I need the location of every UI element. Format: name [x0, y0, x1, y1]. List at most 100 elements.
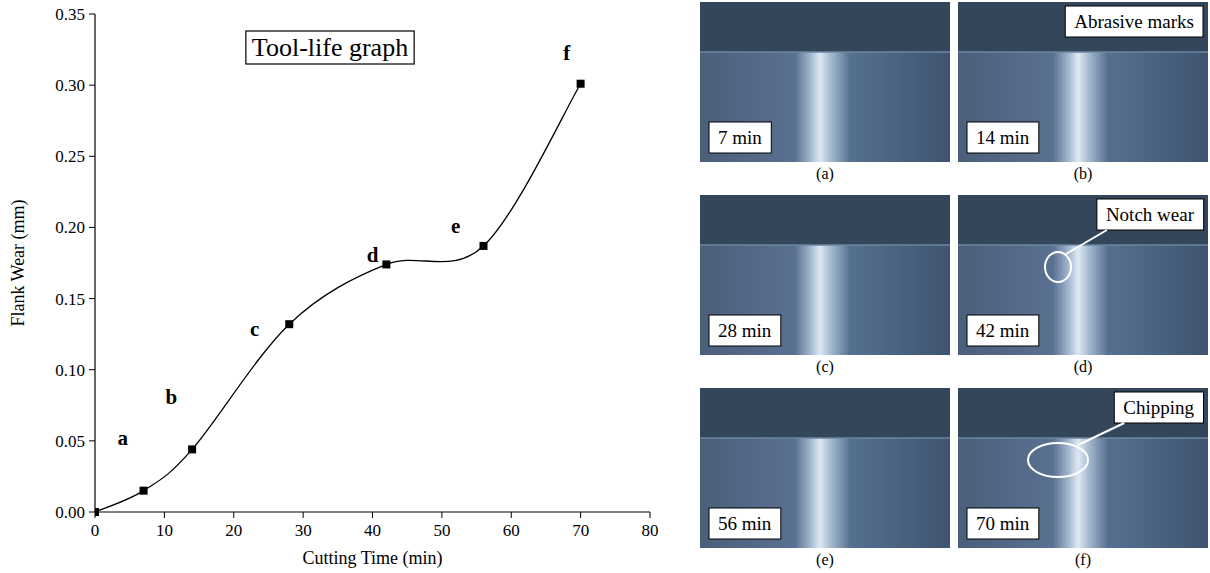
- data-point: [382, 260, 390, 268]
- tool-flank: [958, 245, 1208, 355]
- point-letter: a: [118, 426, 129, 450]
- highlight-ellipse: [1028, 443, 1088, 477]
- time-label-box: [967, 508, 1039, 539]
- y-axis-title: Flank Wear (mm): [8, 199, 29, 326]
- tool-flank: [958, 438, 1208, 548]
- photo-background: [700, 2, 950, 162]
- tool-flank: [958, 52, 1208, 162]
- x-tick-label: 20: [225, 521, 242, 540]
- photo-panel: 7 min: [700, 2, 950, 162]
- cutting-edge: [958, 437, 1208, 439]
- photo-panel: 70 min Chipping: [958, 388, 1208, 548]
- y-tick: [89, 227, 95, 228]
- x-tick-label: 40: [364, 521, 381, 540]
- y-tick: [89, 298, 95, 299]
- time-label-box: [709, 315, 781, 346]
- data-point: [285, 320, 293, 328]
- photo-panel: 28 min: [700, 195, 950, 355]
- x-tick: [164, 512, 165, 518]
- y-tick-label: 0.15: [55, 290, 85, 309]
- photo-panel: 42 min Notch wear: [958, 195, 1208, 355]
- photo-panel: 14 min Abrasive marks: [958, 2, 1208, 162]
- callout-label: Notch wear: [1106, 204, 1195, 225]
- x-tick: [303, 512, 304, 518]
- x-tick-label: 50: [433, 521, 450, 540]
- x-tick: [511, 512, 512, 518]
- x-tick: [441, 512, 442, 518]
- tool-rake: [700, 2, 950, 52]
- panel-caption: (c): [816, 358, 834, 376]
- y-tick: [89, 85, 95, 86]
- y-tick: [89, 512, 95, 513]
- y-tick: [89, 440, 95, 441]
- y-tick-label: 0.30: [55, 76, 85, 95]
- x-tick-label: 10: [156, 521, 173, 540]
- cutting-edge: [700, 244, 950, 246]
- point-letter: f: [563, 41, 571, 65]
- callout-box: [1097, 199, 1204, 230]
- y-axis: [94, 14, 95, 512]
- x-tick: [372, 512, 373, 518]
- y-tick: [89, 14, 95, 15]
- photo-panel: 56 min: [700, 388, 950, 548]
- plot-area: [95, 80, 585, 516]
- time-label: 14 min: [976, 127, 1030, 148]
- y-tick-label: 0.35: [55, 5, 85, 24]
- tool-flank: [700, 52, 950, 162]
- point-letter: d: [367, 243, 379, 267]
- panel-caption: (e): [816, 551, 834, 569]
- x-tick: [650, 512, 651, 518]
- time-label: 70 min: [976, 513, 1030, 534]
- tool-flank: [700, 438, 950, 548]
- time-label: 42 min: [976, 320, 1030, 341]
- x-axis-title: Cutting Time (min): [302, 548, 442, 569]
- data-point: [480, 242, 488, 250]
- tool-rake: [958, 388, 1208, 438]
- panel-caption: (d): [1074, 358, 1093, 376]
- figure: 010203040506070800.000.050.100.150.200.2…: [0, 0, 1210, 573]
- y-tick: [89, 369, 95, 370]
- photo-background: [958, 195, 1208, 355]
- x-tick-label: 0: [91, 521, 100, 540]
- y-tick-label: 0.05: [55, 432, 85, 451]
- time-label-box: [709, 508, 781, 539]
- y-tick-label: 0.10: [55, 361, 85, 380]
- photo-background: [700, 195, 950, 355]
- title-box: [246, 31, 414, 64]
- time-label: 7 min: [718, 127, 762, 148]
- photo-background: [700, 388, 950, 548]
- time-label-box: [709, 122, 771, 153]
- callout-arrow: [1078, 423, 1124, 445]
- photo-background: [958, 388, 1208, 548]
- tool-flank: [700, 245, 950, 355]
- y-tick: [89, 156, 95, 157]
- tool-rake: [958, 2, 1208, 52]
- x-tick-label: 30: [295, 521, 312, 540]
- panel-caption: (f): [1075, 551, 1091, 569]
- axes: 010203040506070800.000.050.100.150.200.2…: [55, 5, 658, 540]
- cutting-edge: [700, 437, 950, 439]
- callout-label: Abrasive marks: [1074, 11, 1194, 32]
- point-letter: b: [165, 385, 177, 409]
- data-point: [95, 508, 99, 516]
- highlight-ellipse: [1045, 252, 1071, 282]
- panel-caption: (a): [816, 165, 834, 183]
- x-tick-label: 80: [642, 521, 659, 540]
- x-tick: [233, 512, 234, 518]
- time-label-box: [967, 122, 1039, 153]
- tool-rake: [700, 388, 950, 438]
- data-point: [188, 445, 196, 453]
- point-letter: e: [451, 214, 460, 238]
- callout-label: Chipping: [1123, 397, 1194, 418]
- point-letter: c: [250, 317, 259, 341]
- callout-arrow: [1066, 230, 1107, 254]
- series-line: [95, 84, 581, 512]
- y-tick-label: 0.00: [55, 503, 85, 522]
- cutting-edge: [958, 51, 1208, 53]
- data-point: [140, 487, 148, 495]
- tool-rake: [958, 195, 1208, 245]
- y-tick-label: 0.25: [55, 147, 85, 166]
- time-label-box: [967, 315, 1039, 346]
- callout-box: [1065, 6, 1203, 37]
- x-tick: [580, 512, 581, 518]
